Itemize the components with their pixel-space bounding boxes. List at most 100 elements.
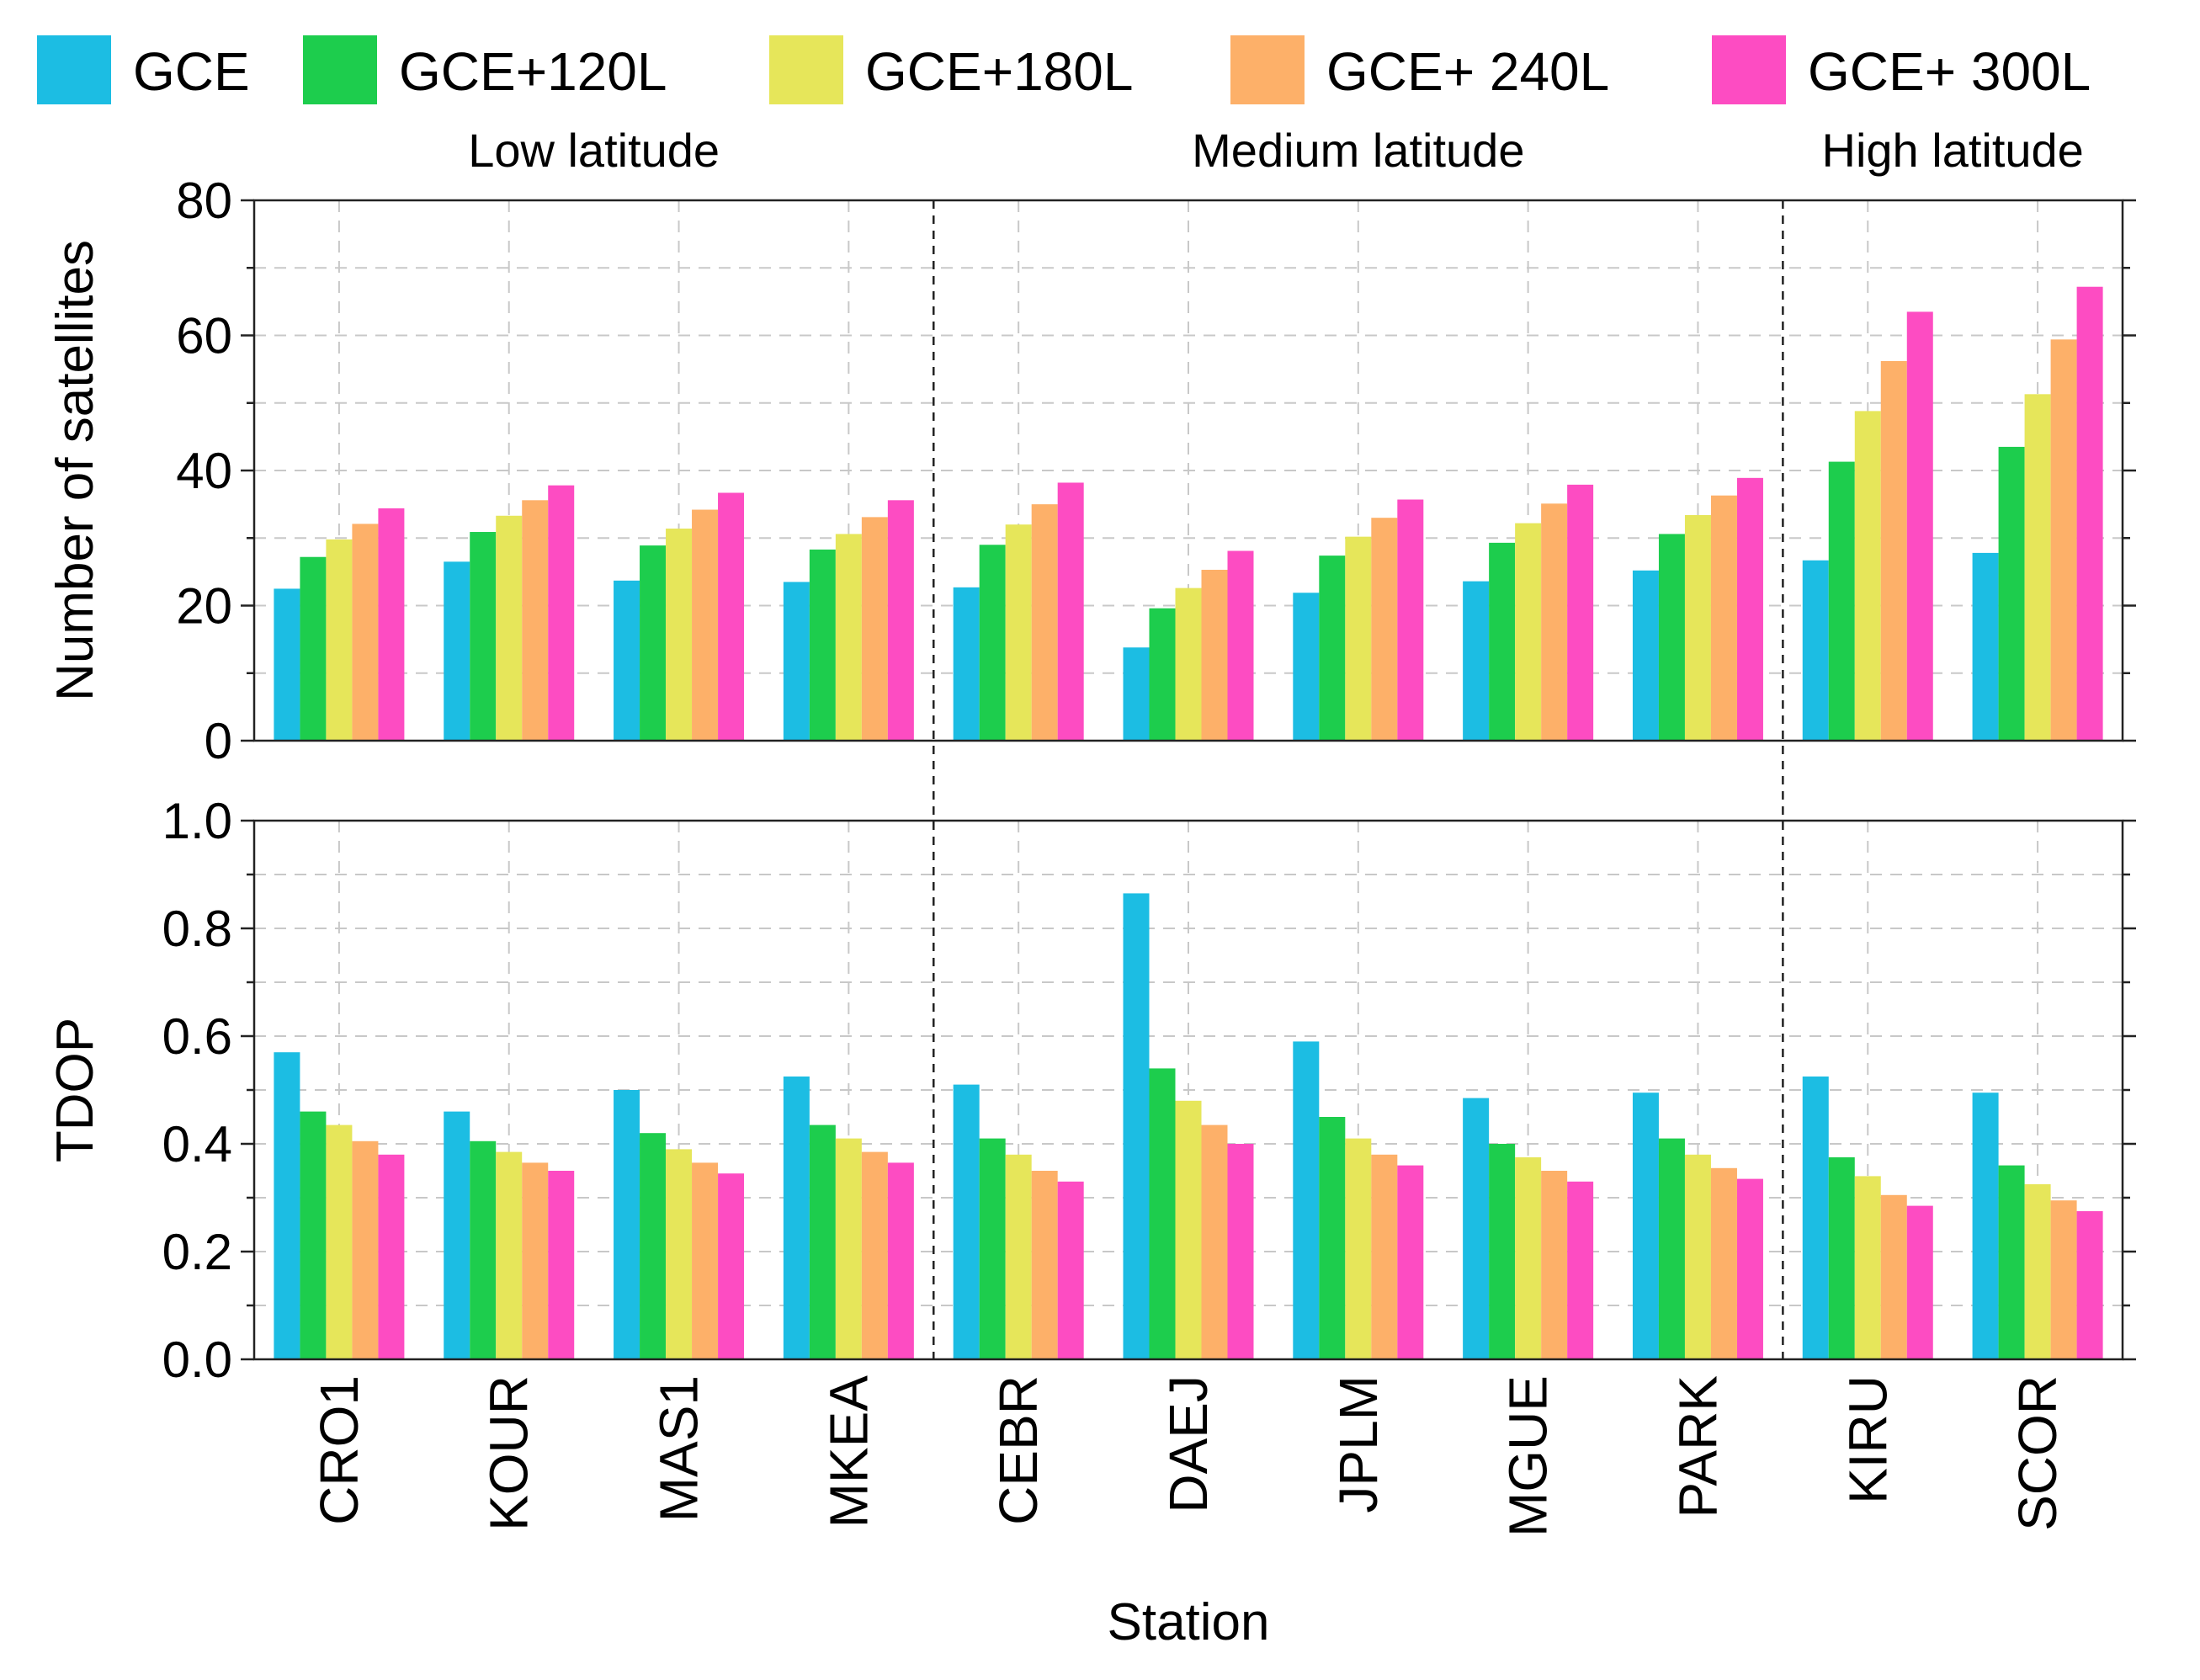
x-tick-label: MKEA [818, 1375, 879, 1528]
bar [1031, 1171, 1058, 1359]
y-tick-label: 0.4 [162, 1116, 232, 1172]
bar [1632, 570, 1659, 741]
x-tick-label: MGUE [1498, 1375, 1559, 1537]
bar [2024, 394, 2051, 741]
bar [614, 1090, 640, 1359]
bar [1345, 536, 1372, 741]
bar [861, 1151, 888, 1359]
bar [352, 524, 379, 741]
bar [1463, 1098, 1490, 1359]
bar [1854, 1176, 1881, 1359]
bar [1567, 484, 1594, 741]
y-tick-label: 20 [176, 578, 232, 635]
legend-label: GCE [133, 41, 250, 102]
bar [666, 1149, 693, 1359]
y-axis-label: Number of satellites [46, 240, 104, 701]
y-axis-label: TDOP [46, 1018, 104, 1162]
bar [1736, 1178, 1763, 1359]
bar [640, 1133, 667, 1359]
bar [1031, 504, 1058, 741]
legend-label: GCE+ 240L [1326, 41, 1609, 102]
bar [809, 1124, 836, 1359]
bar [1515, 523, 1542, 741]
y-tick-label: 0.2 [162, 1224, 232, 1280]
legend-label: GCE+120L [399, 41, 667, 102]
bar [861, 517, 888, 741]
bar [1632, 1093, 1659, 1359]
bar [300, 1111, 327, 1359]
bar [1567, 1181, 1594, 1359]
region-label: High latitude [1822, 124, 2084, 177]
bar [1149, 1068, 1176, 1359]
bar [1489, 542, 1516, 741]
bar [1397, 499, 1424, 741]
bar [1802, 1077, 1829, 1359]
bar [1057, 482, 1084, 741]
bar [979, 1138, 1006, 1359]
bar [1684, 1154, 1711, 1359]
bar [2076, 286, 2103, 742]
bar [1684, 514, 1711, 741]
bar [1710, 495, 1737, 741]
bar [783, 582, 810, 741]
y-tick-label: 0 [205, 713, 232, 769]
bar [1515, 1157, 1542, 1359]
bar [444, 561, 470, 741]
bar [1658, 1138, 1685, 1359]
bar [1149, 608, 1176, 741]
bar [1802, 560, 1829, 741]
x-tick-label: PARK [1667, 1375, 1728, 1518]
bar [1123, 893, 1150, 1359]
bar [1397, 1165, 1424, 1359]
bar [274, 588, 300, 741]
bar [1489, 1144, 1516, 1359]
bar [692, 1162, 719, 1359]
bar [1880, 360, 1907, 741]
legend-label: GCE+180L [865, 41, 1133, 102]
bar [1319, 556, 1346, 741]
bar [783, 1077, 810, 1359]
bar [470, 1140, 497, 1359]
bar [496, 515, 523, 741]
x-tick-label: SCOR [2007, 1375, 2068, 1531]
bar [1371, 518, 1398, 741]
y-tick-label: 0.8 [162, 901, 232, 957]
bar [1463, 581, 1490, 741]
bar [522, 500, 549, 741]
bar [953, 587, 980, 741]
bar [1828, 1157, 1855, 1359]
bar [979, 545, 1006, 741]
bar [378, 508, 405, 741]
bar [1123, 647, 1150, 741]
y-tick-label: 80 [176, 173, 232, 229]
bar [835, 534, 862, 741]
bar [835, 1138, 862, 1359]
bar [718, 1173, 745, 1359]
bar [1201, 1124, 1228, 1359]
bar [1227, 550, 1254, 741]
bar [548, 485, 575, 741]
bar [1828, 461, 1855, 741]
y-tick-label: 0.6 [162, 1008, 232, 1065]
bar [1293, 1041, 1320, 1359]
bar [1175, 1100, 1202, 1359]
bar [2024, 1184, 2051, 1359]
bar [1345, 1138, 1372, 1359]
y-tick-label: 40 [176, 443, 232, 499]
bar [548, 1171, 575, 1359]
bar [1998, 1165, 2025, 1359]
region-label: Medium latitude [1192, 124, 1524, 177]
bar [1710, 1167, 1737, 1359]
x-tick-label: CRO1 [309, 1375, 369, 1525]
bar [809, 549, 836, 741]
bar [1005, 524, 1032, 741]
bar [378, 1154, 405, 1359]
bar [300, 556, 327, 741]
bar [444, 1111, 470, 1359]
x-tick-label: JPLM [1328, 1375, 1389, 1513]
bar [666, 529, 693, 741]
legend-swatch [37, 35, 111, 104]
bar [326, 539, 353, 741]
